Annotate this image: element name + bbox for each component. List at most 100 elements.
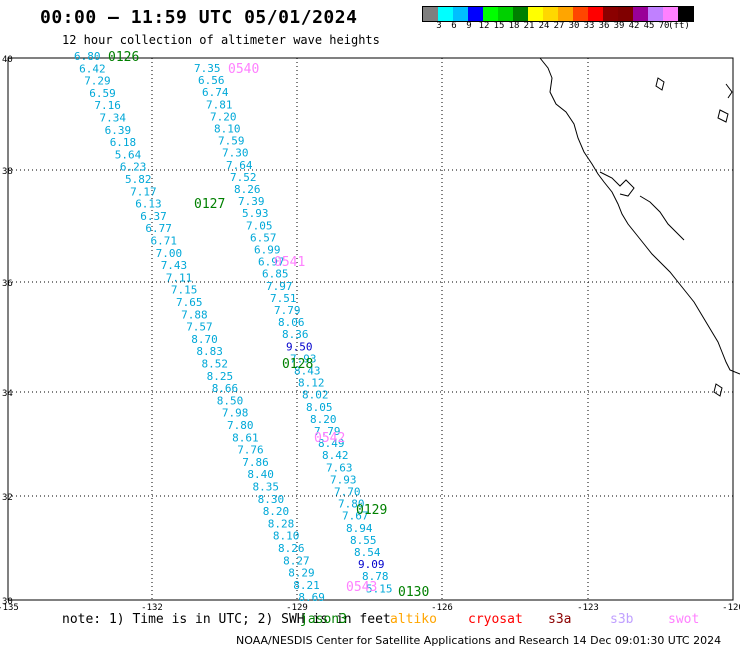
satellite-legend-item: jason3 — [300, 612, 347, 627]
color-swatch — [423, 7, 438, 21]
wave-height-value: 6.77 — [145, 222, 172, 235]
wave-height-value: 6.99 — [254, 244, 281, 257]
color-scale-tick: 39 — [613, 21, 625, 31]
color-scale-bar — [422, 6, 694, 22]
pass-id-label: 0129 — [356, 503, 387, 518]
wave-height-value: 6.23 — [120, 161, 146, 174]
color-swatch — [543, 7, 558, 21]
lon-tick-label: -135 — [0, 603, 19, 612]
wave-height-value: 9.09 — [358, 558, 385, 571]
wave-height-value: 7.67 — [342, 510, 369, 523]
color-scale-tick: 70 — [658, 21, 670, 31]
pass-id-label: 0543 — [346, 580, 377, 595]
wave-height-value: 6.56 — [198, 74, 225, 87]
wave-height-value: 7.34 — [100, 112, 127, 125]
wave-height-value: 9.50 — [286, 340, 313, 353]
wave-height-value: 8.20 — [263, 505, 290, 518]
color-scale-tick: 9 — [466, 21, 472, 31]
wave-height-value: 7.65 — [176, 296, 203, 309]
wave-height-value: 6.97 — [258, 256, 285, 269]
satellite-legend-item: swot — [668, 612, 700, 627]
wave-height-value: 8.12 — [298, 377, 325, 390]
pass-id-label: 0540 — [228, 62, 259, 77]
color-scale-tick: 42 — [628, 21, 640, 31]
lake-outline — [655, 77, 665, 91]
wave-height-value: 8.66 — [212, 382, 239, 395]
wave-height-value: 8.28 — [268, 517, 295, 530]
color-scale-tick: 18 — [508, 21, 520, 31]
wave-height-value: 6.85 — [262, 268, 289, 281]
color-swatch — [573, 7, 588, 21]
color-swatch — [528, 7, 543, 21]
satellite-legend-item: cryosat — [468, 612, 523, 627]
wave-height-value: 6.74 — [202, 86, 229, 99]
color-swatch — [558, 7, 573, 21]
wave-height-value: 8.27 — [283, 554, 310, 567]
altimeter-labels: 6.806.427.296.597.167.346.396.185.646.23… — [74, 50, 429, 604]
wave-height-value: 7.86 — [242, 456, 268, 469]
wave-height-value: 8.43 — [294, 365, 321, 378]
lat-tick-label: 32 — [2, 493, 13, 503]
lon-tick-label: -123 — [577, 603, 599, 612]
color-swatch — [618, 7, 633, 21]
wave-height-value: 7.79 — [314, 425, 341, 438]
color-swatch — [678, 7, 693, 21]
wave-height-value: 8.78 — [362, 570, 389, 583]
wave-height-value: 7.79 — [274, 304, 301, 317]
wave-height-value: 6.57 — [250, 231, 277, 244]
wave-height-value: 8.02 — [302, 389, 329, 402]
wave-height-value: 8.61 — [232, 431, 259, 444]
wave-height-value: 8.94 — [346, 522, 373, 535]
color-scale-tick: 24 — [538, 21, 550, 31]
wave-height-value: 8.40 — [247, 468, 274, 481]
satellite-legend-item: s3b — [610, 612, 634, 627]
color-swatch — [453, 7, 468, 21]
wave-height-value: 7.30 — [222, 147, 249, 160]
wave-height-value: 5.15 — [366, 582, 393, 595]
wave-height-value: 7.16 — [94, 99, 121, 112]
wave-height-value: 6.80 — [74, 50, 101, 63]
pass-id-label: 0128 — [282, 357, 313, 372]
wave-height-value: 8.35 — [253, 481, 280, 494]
color-swatch — [648, 7, 663, 21]
pass-id-label: 0541 — [274, 255, 305, 270]
coastline — [539, 57, 740, 397]
lon-tick-label: -129 — [286, 603, 308, 612]
wave-height-value: 7.11 — [166, 271, 193, 284]
satellite-legend-item: s3a — [548, 612, 572, 627]
wave-height-value: 6.37 — [140, 210, 167, 223]
wave-height-value: 8.30 — [258, 493, 285, 506]
pass-id-label: 0126 — [108, 50, 139, 65]
wave-height-value: 7.80 — [227, 419, 254, 432]
wave-height-value: 7.93 — [330, 473, 357, 486]
wave-height-value: 7.39 — [238, 195, 265, 208]
map-frame — [7, 57, 734, 601]
color-scale-tick: 15 — [493, 21, 505, 31]
footnote: note: 1) Time is in UTC; 2) SWH is in fe… — [62, 612, 391, 627]
wave-height-value: 7.20 — [210, 110, 237, 123]
wave-height-value: 7.76 — [237, 444, 264, 457]
page-title: 00:00 – 11:59 UTC 05/01/2024 — [40, 7, 358, 28]
color-scale-tick: 30 — [568, 21, 580, 31]
color-swatch — [468, 7, 483, 21]
wave-height-value: 7.59 — [218, 135, 245, 148]
wave-height-value: 8.83 — [196, 345, 223, 358]
wave-height-value: 8.54 — [354, 546, 381, 559]
wave-height-value: 8.05 — [306, 401, 333, 414]
wave-height-value: 7.88 — [181, 308, 208, 321]
wave-height-value: 6.39 — [105, 124, 132, 137]
wave-height-value: 8.25 — [207, 370, 234, 383]
wave-height-value: 7.51 — [270, 292, 297, 305]
color-swatch — [633, 7, 648, 21]
wave-height-value: 7.17 — [130, 185, 157, 198]
wave-height-value: 7.35 — [194, 62, 221, 75]
color-swatch — [498, 7, 513, 21]
wave-height-value: 8.20 — [310, 413, 337, 426]
lake-outline-3 — [713, 383, 723, 397]
wave-height-value: 7.63 — [326, 461, 353, 474]
wave-height-value: 7.97 — [266, 280, 293, 293]
inlet-outline — [639, 195, 685, 241]
wave-height-value: 5.64 — [115, 148, 142, 161]
wave-height-value: 5.82 — [125, 173, 152, 186]
wave-height-map: -135 -132 -129 -126 -123 -120 40 38 36 34 32 30 6.8… — [0, 50, 740, 612]
